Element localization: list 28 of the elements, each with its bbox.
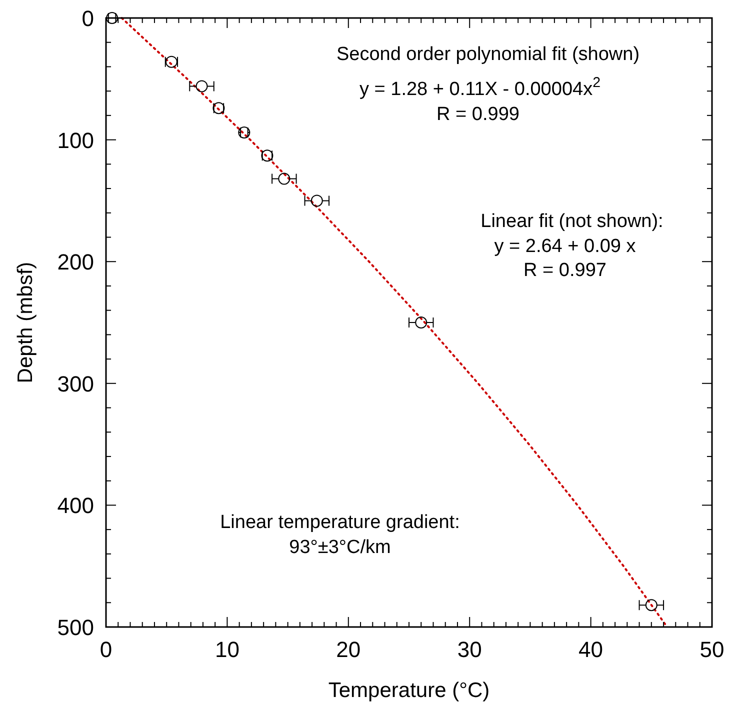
annotation: R = 0.997 xyxy=(524,260,606,281)
x-axis-title: Temperature (°C) xyxy=(328,679,490,702)
annotation: 93°±3°C/km xyxy=(289,537,391,558)
annotation: Linear temperature gradient: xyxy=(220,512,460,533)
y-tick-label: 400 xyxy=(57,493,94,518)
point xyxy=(278,172,290,185)
annotation: Linear fit (not shown): xyxy=(480,211,664,232)
y-tick-label: 300 xyxy=(57,371,94,396)
annotation: y = 1.28 + 0.11X - 0.00004x$^{2}$ xyxy=(359,75,601,100)
annotation: R = 0.999 xyxy=(436,104,520,125)
y-tick-label: 100 xyxy=(57,128,94,153)
x-tick-label: 20 xyxy=(336,637,361,662)
point xyxy=(415,316,428,328)
y-tick-label: 200 xyxy=(57,250,94,275)
point xyxy=(196,80,208,92)
annotation: Second order polynomial fit (shown) xyxy=(336,44,640,65)
x-tick-label: 50 xyxy=(700,637,724,662)
annotation: y = 2.64 + 0.09 x xyxy=(494,236,636,257)
point xyxy=(645,599,658,612)
x-tick-label: 10 xyxy=(214,637,240,662)
x-tick-label: 0 xyxy=(100,637,112,662)
y-tick-label: 0 xyxy=(82,6,94,31)
y-axis-title: Depth (mbsf) xyxy=(14,262,37,384)
y-tick-label: 500 xyxy=(57,615,94,640)
line-series xyxy=(120,17,668,628)
point xyxy=(310,194,323,207)
x-tick-label: 40 xyxy=(578,637,604,662)
x-tick-label: 30 xyxy=(457,637,482,662)
